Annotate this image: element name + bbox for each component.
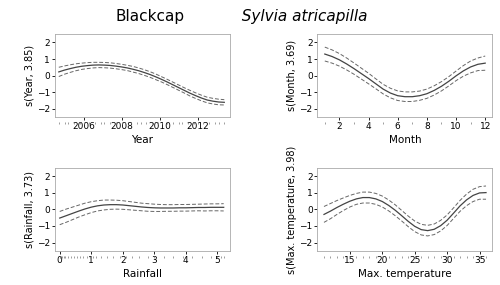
Y-axis label: s(Year, 3.85): s(Year, 3.85) [24, 45, 34, 106]
Y-axis label: s(Max. temperature, 3.98): s(Max. temperature, 3.98) [286, 145, 296, 274]
X-axis label: Year: Year [132, 135, 154, 145]
Y-axis label: s(Rainfall, 3.73): s(Rainfall, 3.73) [24, 171, 34, 248]
Y-axis label: s(Month, 3.69): s(Month, 3.69) [286, 40, 296, 111]
X-axis label: Rainfall: Rainfall [123, 269, 162, 279]
Text: Sylvia atricapilla: Sylvia atricapilla [232, 9, 368, 24]
X-axis label: Max. temperature: Max. temperature [358, 269, 452, 279]
X-axis label: Month: Month [388, 135, 422, 145]
Text: Blackcap: Blackcap [116, 9, 184, 24]
